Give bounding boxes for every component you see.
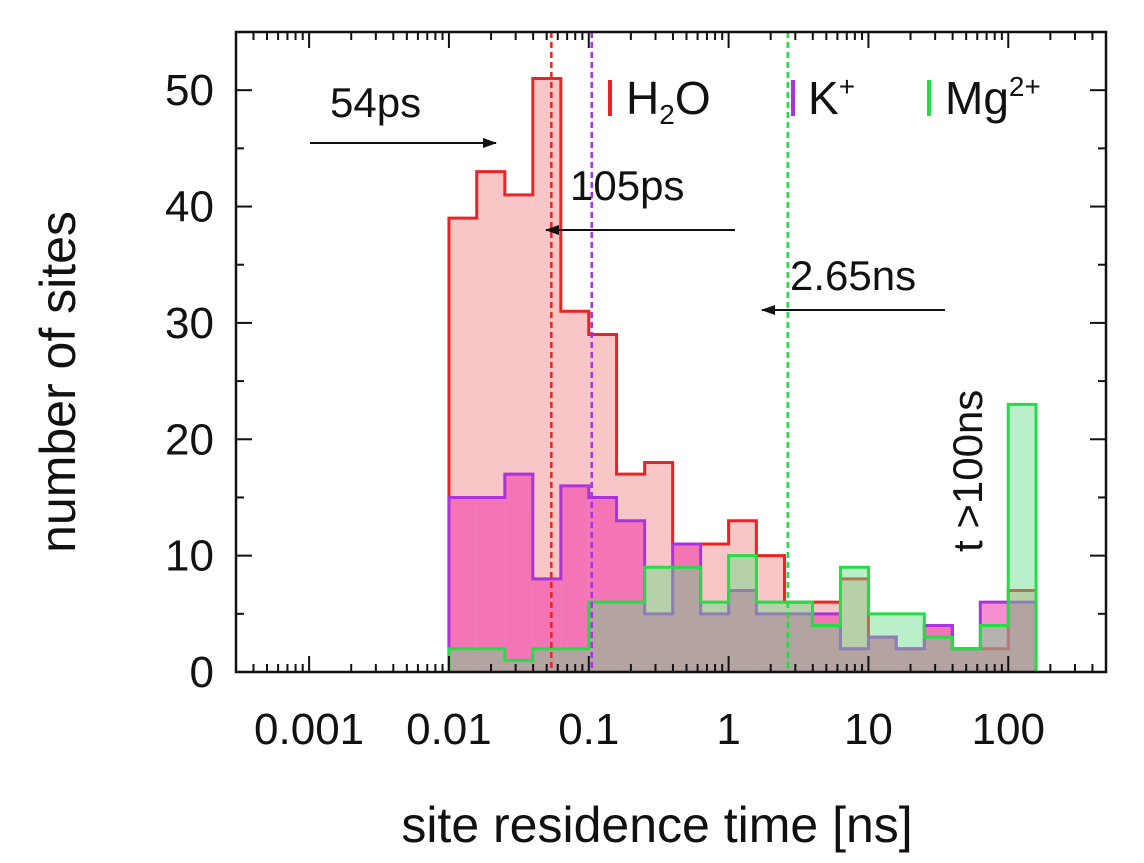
- annotation-105ps: 105ps: [570, 162, 684, 209]
- plot-frame: [234, 30, 1108, 674]
- series-2: [447, 402, 1038, 672]
- median-lines-layer: [550, 32, 790, 672]
- bar-s2-10: [728, 555, 757, 672]
- y-axis-title: number of sites: [30, 211, 86, 553]
- bar-s1-20: [1008, 602, 1037, 672]
- bar-s1-12: [784, 613, 813, 672]
- bar-s2-3: [532, 648, 561, 672]
- bar-s1-3: [532, 578, 561, 672]
- legend-label-k: K+: [808, 71, 855, 124]
- bar-s1-10: [728, 590, 757, 672]
- bar-s1-9: [700, 613, 729, 672]
- bar-s1-17: [924, 625, 953, 672]
- bar-s2-12: [784, 602, 813, 672]
- bar-s1-13: [812, 613, 841, 672]
- x-axis-title: site residence time [ns]: [401, 797, 912, 853]
- bar-s1-1: [476, 497, 505, 672]
- y-tick-label: 50: [165, 66, 214, 115]
- x-tick-label: 10: [844, 705, 893, 754]
- bar-s2-7: [644, 567, 673, 672]
- y-tick-label: 20: [165, 415, 214, 464]
- x-tick-label: 0.1: [558, 705, 619, 754]
- bar-s1-19: [980, 602, 1009, 672]
- bar-s2-2: [504, 660, 533, 672]
- legend: H2O K+ Mg2+: [608, 71, 1041, 130]
- x-tick-label: 0.01: [406, 705, 492, 754]
- histogram-layer: [447, 77, 1038, 672]
- bar-s2-8: [672, 567, 701, 672]
- x-tick-label: 100: [972, 705, 1045, 754]
- bar-s2-6: [616, 602, 645, 672]
- tick-labels-layer: 0.001 0.01 0.1 1 10 100 0 10 20 30 40 50: [165, 66, 1045, 754]
- bar-s1-8: [672, 544, 701, 672]
- bar-s2-20: [1008, 404, 1037, 672]
- annotation-2.65ns: 2.65ns: [790, 252, 916, 299]
- bar-s2-17: [924, 637, 953, 672]
- bar-s1-5: [588, 497, 617, 672]
- annotation-t-100ns: t >100ns: [944, 390, 991, 552]
- bar-s2-14: [840, 567, 869, 672]
- legend-label-mg: Mg2+: [945, 71, 1041, 124]
- annotation-54ps: 54ps: [330, 79, 421, 126]
- ticks-layer: [235, 31, 1107, 673]
- bar-s1-16: [896, 648, 925, 672]
- bar-s2-15: [868, 613, 897, 672]
- bar-s1-7: [644, 613, 673, 672]
- legend-label-h2o: H2O: [626, 72, 711, 130]
- outline-s2: [447, 402, 1038, 672]
- y-tick-label: 10: [165, 532, 214, 581]
- y-tick-label: 0: [190, 648, 214, 697]
- bar-s1-4: [560, 485, 589, 672]
- bar-s1-18: [952, 648, 981, 672]
- bar-s1-15: [868, 637, 897, 672]
- bar-s2-18: [952, 648, 981, 672]
- y-tick-label: 40: [165, 183, 214, 232]
- bar-s1-2: [504, 474, 533, 672]
- bar-s0-3: [532, 78, 561, 672]
- bar-s2-16: [896, 613, 925, 672]
- bar-s2-5: [588, 602, 617, 672]
- bar-s1-0: [448, 497, 477, 672]
- bar-s1-6: [616, 520, 645, 672]
- y-tick-label: 30: [165, 299, 214, 348]
- bar-s2-9: [700, 602, 729, 672]
- x-tick-label: 0.001: [254, 705, 364, 754]
- x-tick-label: 1: [716, 705, 740, 754]
- bar-s2-11: [756, 602, 785, 672]
- bar-s2-0: [448, 648, 477, 672]
- bar-s2-1: [476, 648, 505, 672]
- bar-s1-11: [756, 613, 785, 672]
